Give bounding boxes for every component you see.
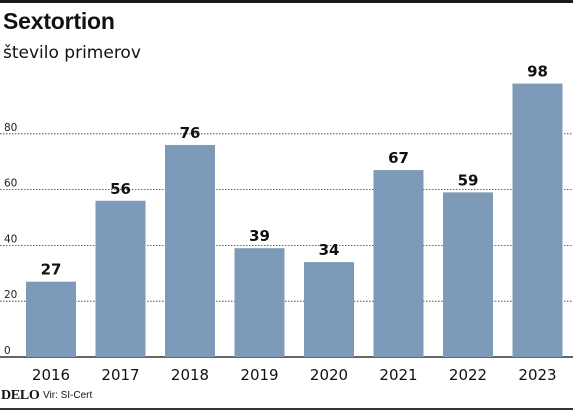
bars — [26, 83, 563, 357]
x-tick-label: 2023 — [518, 366, 556, 384]
y-tick-label: 20 — [4, 289, 17, 301]
x-tick-label: 2017 — [101, 366, 139, 384]
bar-2023 — [512, 83, 563, 357]
x-tick-label: 2020 — [310, 366, 348, 384]
data-label: 76 — [180, 124, 201, 142]
bar-2017 — [95, 200, 146, 357]
x-tick-label: 2021 — [379, 366, 417, 384]
y-tick-label: 80 — [4, 122, 17, 134]
chart-title: Sextortion — [3, 8, 115, 34]
data-label: 98 — [527, 63, 548, 81]
x-tick-label: 2018 — [171, 366, 209, 384]
chart-subtitle: število primerov — [3, 43, 141, 63]
labels: 0 20 40 60 80 27 2016 56 2017 76 2018 39 2019 34 2020 6… — [4, 63, 557, 384]
y-tick-label: 0 — [4, 345, 11, 357]
data-label: 59 — [458, 171, 479, 189]
data-label: 56 — [110, 180, 131, 198]
x-tick-label: 2019 — [240, 366, 278, 384]
bar-2019 — [234, 248, 285, 357]
bar-2018 — [165, 144, 215, 357]
footer-rule — [0, 408, 573, 410]
data-label: 39 — [249, 227, 270, 245]
x-tick-label: 2016 — [32, 366, 70, 384]
brand-logo: DELO — [1, 388, 40, 403]
data-label: 34 — [319, 241, 340, 259]
y-tick-label: 40 — [4, 233, 17, 245]
source-note: Vir: SI-Cert — [43, 390, 93, 401]
top-rule — [0, 0, 573, 3]
y-tick-label: 60 — [4, 178, 17, 190]
bar-2021 — [373, 170, 424, 357]
bar-2020 — [304, 262, 354, 357]
bar-2016 — [26, 281, 76, 357]
data-label: 67 — [388, 149, 409, 167]
data-label: 27 — [41, 261, 62, 279]
x-tick-label: 2022 — [449, 366, 487, 384]
bar-2022 — [443, 192, 493, 357]
